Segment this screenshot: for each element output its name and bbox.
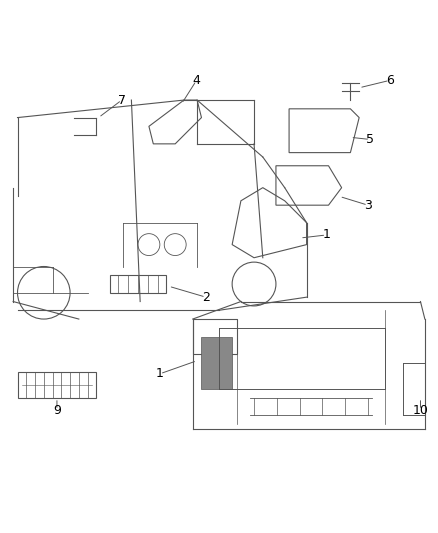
Text: 4: 4 (192, 74, 200, 87)
Text: 6: 6 (386, 74, 394, 87)
Polygon shape (201, 336, 232, 389)
Text: 7: 7 (118, 94, 126, 107)
Text: 3: 3 (364, 199, 372, 212)
Text: 5: 5 (366, 133, 374, 146)
Text: 10: 10 (413, 403, 428, 417)
Text: 1: 1 (322, 229, 330, 241)
Text: 9: 9 (53, 403, 61, 417)
Text: 1: 1 (156, 367, 164, 381)
Text: 2: 2 (202, 290, 210, 304)
